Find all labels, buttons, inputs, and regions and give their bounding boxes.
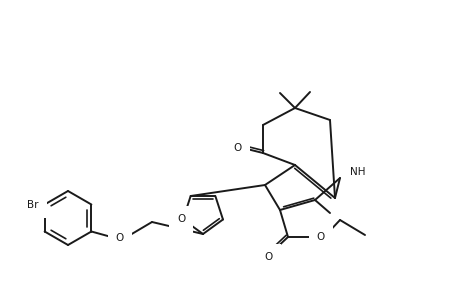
Text: O: O xyxy=(177,214,185,224)
Text: O: O xyxy=(264,252,273,262)
Text: O: O xyxy=(116,233,124,243)
Text: O: O xyxy=(233,143,241,153)
Text: Br: Br xyxy=(27,200,38,209)
Text: NH: NH xyxy=(349,167,365,177)
Text: O: O xyxy=(316,232,325,242)
